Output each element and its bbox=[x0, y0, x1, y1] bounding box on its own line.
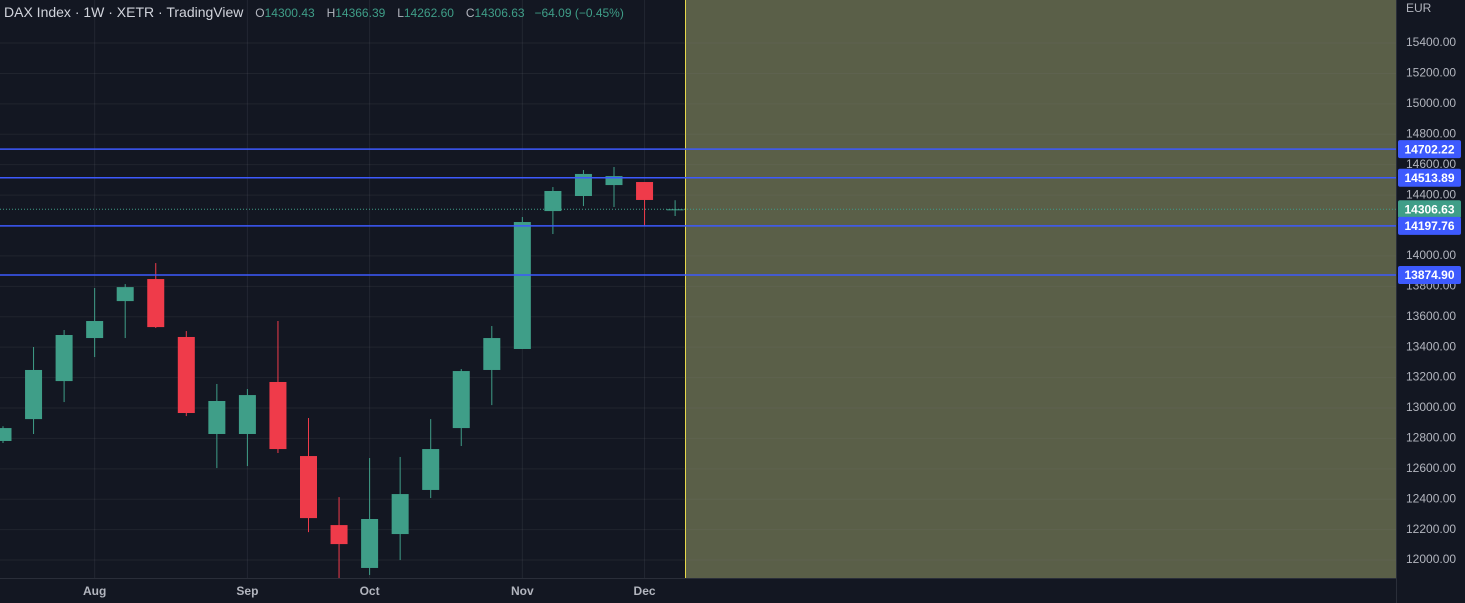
candle-body bbox=[452, 371, 470, 429]
candle-body bbox=[86, 321, 104, 339]
axis-unit: EUR bbox=[1406, 1, 1432, 15]
x-tick-label: Sep bbox=[236, 584, 258, 598]
legend-key: C bbox=[465, 6, 475, 20]
candle-body bbox=[422, 449, 440, 490]
legend-key: L bbox=[397, 6, 404, 20]
level-label: 14513.89 bbox=[1404, 171, 1454, 185]
candle-body bbox=[391, 494, 409, 535]
candle-body bbox=[330, 525, 348, 545]
y-tick-label: 14600.00 bbox=[1406, 157, 1456, 171]
level-badge bbox=[1398, 168, 1461, 187]
candle-body bbox=[605, 176, 623, 186]
legend-change: −64.09 (−0.45%) bbox=[534, 6, 624, 20]
y-tick-label: 12400.00 bbox=[1406, 491, 1456, 505]
x-tick-label: Oct bbox=[360, 584, 380, 598]
last-price-label: 14306.63 bbox=[1404, 202, 1454, 216]
candle-body bbox=[208, 400, 226, 434]
y-tick-label: 13000.00 bbox=[1406, 400, 1456, 414]
legend-key: H bbox=[326, 6, 336, 20]
candle-body bbox=[483, 338, 501, 370]
level-badge bbox=[1398, 265, 1461, 284]
candle-body bbox=[55, 334, 73, 382]
legend-key: O bbox=[255, 6, 265, 20]
y-tick-label: 15000.00 bbox=[1406, 96, 1456, 110]
x-tick-label: Nov bbox=[511, 584, 534, 598]
chart-title: DAX Index · 1W · XETR · TradingView bbox=[4, 4, 244, 20]
highlight-zone bbox=[685, 0, 1396, 578]
y-tick-label: 14800.00 bbox=[1406, 126, 1456, 140]
x-tick-label: Dec bbox=[634, 584, 656, 598]
chart-legend: DAX Index · 1W · XETR · TradingView O143… bbox=[4, 4, 624, 20]
candle-body bbox=[300, 456, 317, 519]
level-label: 13874.90 bbox=[1404, 268, 1454, 282]
candle-body bbox=[25, 369, 43, 420]
y-tick-label: 14400.00 bbox=[1406, 187, 1456, 201]
legend-value: 14262.60 bbox=[403, 6, 454, 20]
legend-value: 14366.39 bbox=[335, 6, 386, 20]
legend-value: 14306.63 bbox=[474, 6, 525, 20]
candle-body bbox=[636, 182, 654, 200]
y-tick-label: 12000.00 bbox=[1406, 552, 1456, 566]
y-tick-label: 13400.00 bbox=[1406, 339, 1456, 353]
candle-body bbox=[361, 518, 379, 568]
level-badge bbox=[1398, 140, 1461, 159]
y-tick-label: 12200.00 bbox=[1406, 522, 1456, 536]
level-label: 14702.22 bbox=[1404, 142, 1454, 156]
candle-body bbox=[574, 173, 592, 197]
level-badge bbox=[1398, 216, 1461, 235]
candle-body bbox=[177, 336, 195, 414]
candle-body bbox=[269, 381, 287, 450]
y-tick-label: 13600.00 bbox=[1406, 309, 1456, 323]
legend-value: 14300.43 bbox=[264, 6, 315, 20]
candle-body bbox=[238, 395, 256, 434]
x-tick-label: Aug bbox=[83, 584, 106, 598]
y-tick-label: 13200.00 bbox=[1406, 370, 1456, 384]
candle-body bbox=[116, 287, 134, 302]
candle-body bbox=[544, 190, 562, 212]
y-tick-label: 15200.00 bbox=[1406, 66, 1456, 80]
y-tick-label: 15400.00 bbox=[1406, 35, 1456, 49]
candle-body bbox=[0, 428, 12, 441]
y-tick-label: 12800.00 bbox=[1406, 431, 1456, 445]
last-price-badge bbox=[1398, 200, 1461, 219]
y-tick-label: 14000.00 bbox=[1406, 248, 1456, 262]
candle-body bbox=[513, 222, 531, 349]
y-tick-label: 12600.00 bbox=[1406, 461, 1456, 475]
level-label: 14197.76 bbox=[1404, 219, 1454, 233]
candle-body bbox=[147, 279, 165, 328]
